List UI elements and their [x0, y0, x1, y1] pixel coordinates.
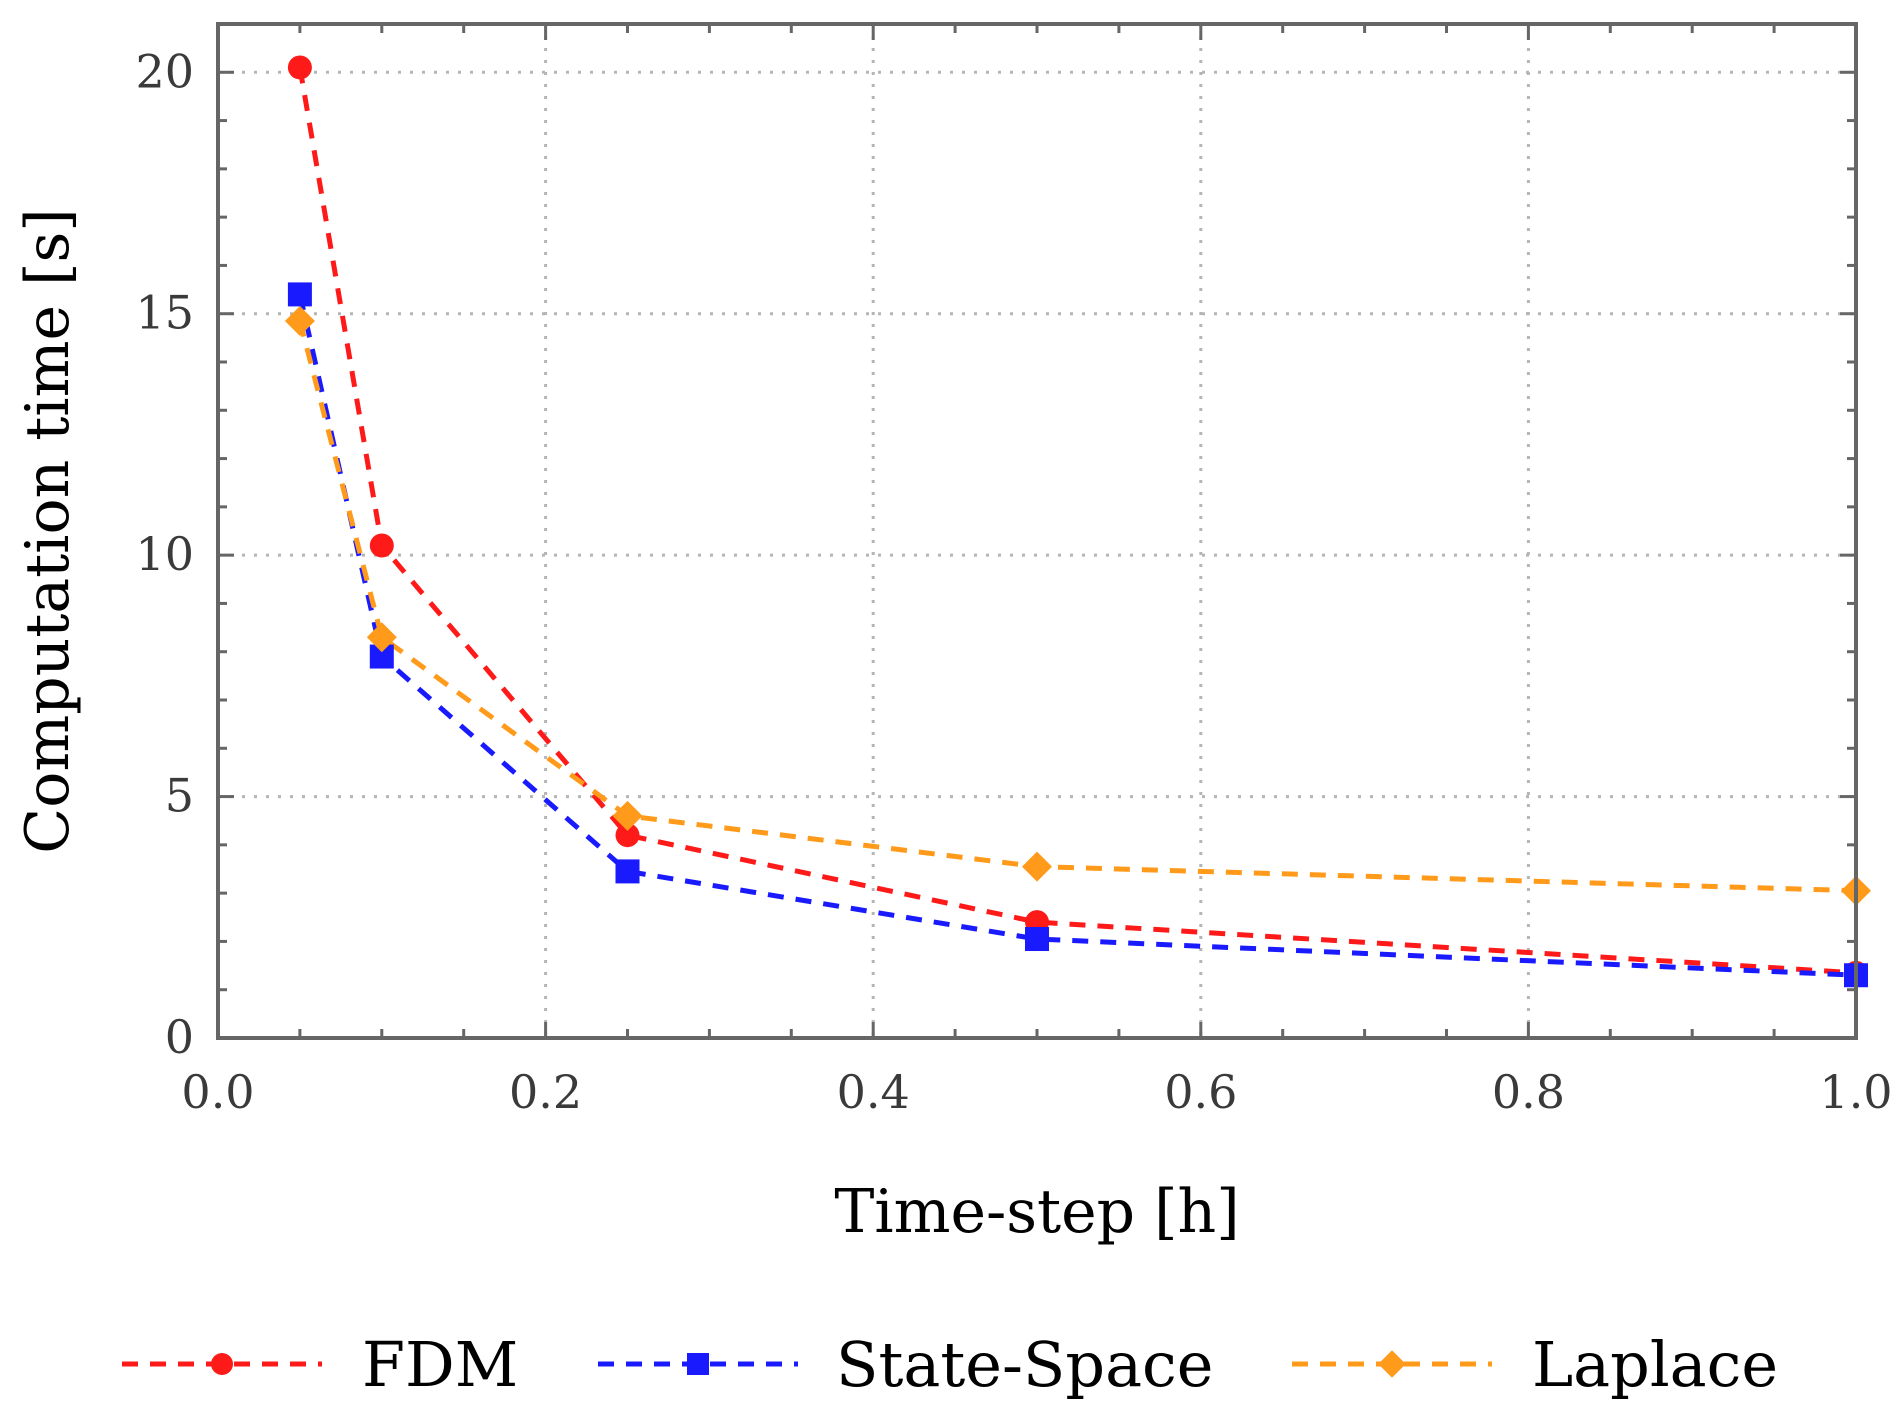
legend-marker-laplace: [1378, 1350, 1406, 1378]
y-axis-title: Computation time [s]: [13, 208, 83, 853]
legend-label-state-space: State-Space: [836, 1328, 1213, 1401]
y-tick-label: 10: [135, 527, 194, 581]
data-point-fdm: [369, 533, 394, 558]
y-tick-label: 20: [135, 44, 194, 98]
legend-label-fdm: FDM: [362, 1328, 518, 1401]
y-axis-tick-labels: 0 5 10 15 20: [135, 44, 194, 1064]
legend: FDM State-Space Laplace: [122, 1328, 1778, 1401]
data-point-laplace: [366, 622, 397, 653]
series-markers: [284, 55, 1871, 988]
x-tick-label: 0.4: [837, 1065, 910, 1119]
x-tick-label: 1.0: [1819, 1065, 1892, 1119]
x-tick-label: 0.2: [509, 1065, 582, 1119]
x-axis-tick-labels: 0.0 0.2 0.4 0.6 0.8 1.0: [181, 1065, 1892, 1119]
x-tick-label: 0.6: [1164, 1065, 1237, 1119]
data-point-laplace: [1022, 851, 1052, 882]
y-tick-label: 15: [135, 286, 194, 340]
y-tick-label: 0: [165, 1010, 194, 1064]
legend-item-state-space: State-Space: [598, 1328, 1213, 1401]
legend-marker-fdm: [211, 1353, 233, 1375]
data-point-laplace: [284, 305, 315, 336]
legend-marker-state-space: [687, 1353, 709, 1375]
plot-frame: [216, 22, 1858, 1040]
data-point-state-space: [287, 282, 312, 307]
legend-label-laplace: Laplace: [1532, 1328, 1778, 1401]
data-point-state-space: [615, 859, 640, 884]
x-tick-label: 0.0: [181, 1065, 254, 1119]
data-point-state-space: [1025, 927, 1049, 952]
series-line-state-space: [297, 293, 1857, 978]
data-point-fdm: [615, 823, 640, 848]
x-tick-label: 0.8: [1492, 1065, 1565, 1119]
grid-lines: [218, 24, 1856, 1038]
data-point-fdm: [287, 55, 312, 80]
x-axis-title: Time-step [h]: [834, 1177, 1239, 1247]
data-point-laplace: [612, 800, 643, 831]
series-line-fdm: [297, 67, 1857, 976]
y-tick-label: 5: [165, 769, 194, 823]
legend-item-fdm: FDM: [122, 1328, 518, 1401]
legend-item-laplace: Laplace: [1292, 1328, 1778, 1401]
